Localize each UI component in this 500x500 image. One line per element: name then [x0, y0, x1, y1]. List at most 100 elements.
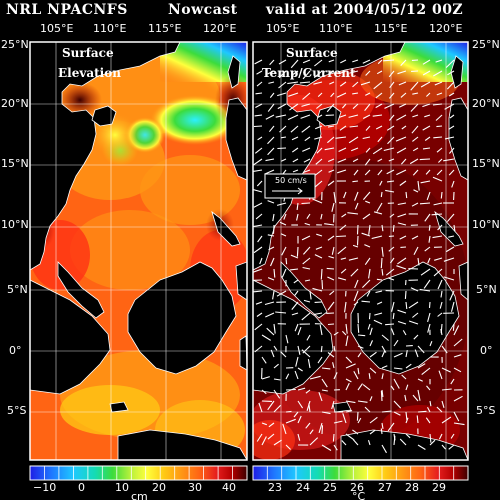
- lon-tick-right-115: 115°E: [374, 22, 408, 35]
- current-arrow: [400, 92, 407, 98]
- current-arrow: [253, 246, 263, 254]
- current-arrow: [411, 235, 419, 240]
- current-arrow: [341, 440, 347, 446]
- current-arrow: [337, 158, 347, 163]
- current-arrow: [395, 136, 407, 142]
- current-arrow: [357, 367, 360, 375]
- current-arrow: [272, 224, 275, 234]
- current-arrow: [333, 444, 338, 451]
- current-arrow: [327, 301, 335, 311]
- current-arrow: [348, 257, 359, 261]
- current-arrow: [255, 301, 263, 305]
- current-arrow: [340, 257, 347, 260]
- current-arrow: [381, 422, 384, 429]
- temp-tick-23: 23: [268, 481, 282, 494]
- current-arrow: [405, 417, 409, 424]
- current-arrow: [420, 81, 431, 88]
- current-arrow: [424, 136, 431, 141]
- current-arrow: [337, 169, 347, 174]
- current-arrow: [449, 114, 455, 119]
- current-arrow: [417, 389, 421, 401]
- current-arrow: [422, 147, 431, 150]
- current-arrow: [423, 279, 431, 289]
- current-arrow: [453, 224, 456, 232]
- current-arrow: [369, 367, 377, 374]
- current-arrow: [277, 147, 287, 150]
- current-arrow: [258, 402, 263, 413]
- current-arrow: [339, 81, 347, 87]
- current-arrow: [302, 147, 311, 152]
- current-arrow: [386, 169, 395, 175]
- lon-tick-left-105: 105°E: [40, 22, 74, 35]
- current-arrow: [344, 301, 347, 313]
- current-arrow: [267, 147, 275, 156]
- current-arrow: [405, 191, 408, 199]
- current-arrow: [377, 158, 383, 162]
- lat-tick-left-5n: 5°N: [7, 283, 28, 296]
- current-arrow: [324, 223, 335, 226]
- current-arrow: [365, 147, 371, 153]
- current-arrow: [352, 244, 359, 248]
- current-arrow: [331, 202, 335, 212]
- current-arrow: [438, 370, 443, 380]
- current-arrow: [345, 323, 348, 334]
- current-arrow: [261, 356, 267, 364]
- current-arrow: [303, 169, 311, 174]
- current-arrow: [428, 301, 431, 308]
- current-arrow: [317, 114, 323, 119]
- current-arrow: [267, 70, 275, 75]
- current-arrow: [345, 382, 350, 391]
- current-arrow: [290, 59, 299, 69]
- current-arrow: [305, 422, 311, 429]
- current-arrow: [339, 125, 347, 131]
- lat-tick-right-5s: 5°S: [476, 404, 496, 417]
- elev-tick-40: 40: [222, 481, 236, 494]
- current-arrow: [364, 257, 371, 266]
- current-arrow: [453, 338, 463, 347]
- current-arrow: [367, 440, 371, 446]
- current-arrow: [291, 70, 299, 76]
- current-arrow: [272, 213, 275, 222]
- current-arrow: [321, 367, 331, 370]
- forecast-kind: Nowcast: [168, 2, 238, 18]
- current-arrow: [399, 180, 407, 186]
- current-arrow: [376, 202, 383, 212]
- current-arrow: [267, 136, 275, 145]
- current-arrow: [297, 400, 304, 409]
- current-arrow: [302, 266, 311, 270]
- current-arrow: [285, 257, 288, 265]
- current-arrow: [364, 406, 371, 413]
- current-arrow: [331, 400, 335, 410]
- current-arrow: [411, 125, 419, 134]
- current-arrow: [297, 433, 301, 441]
- current-arrow: [397, 213, 407, 218]
- left-panel-title-line2: Elevation: [58, 66, 121, 80]
- current-arrow: [304, 136, 311, 142]
- current-arrow: [305, 389, 311, 394]
- current-arrow: [368, 312, 371, 320]
- current-arrow: [345, 378, 352, 383]
- temp-tick-26: 26: [350, 481, 364, 494]
- current-arrow: [361, 300, 371, 303]
- right-panel-title-line1: Surface: [286, 46, 338, 60]
- current-arrow: [265, 158, 275, 162]
- current-arrow: [437, 224, 443, 231]
- current-arrow: [314, 59, 323, 67]
- current-arrow: [448, 92, 455, 97]
- current-arrow: [287, 81, 299, 85]
- current-arrow: [408, 301, 419, 309]
- current-arrow: [313, 70, 323, 79]
- current-arrow: [445, 59, 455, 68]
- current-arrow: [364, 244, 371, 248]
- current-arrow: [256, 81, 263, 87]
- current-arrow: [445, 246, 455, 253]
- current-arrow: [327, 276, 335, 281]
- current-arrow: [350, 268, 359, 277]
- current-arrow: [320, 268, 323, 280]
- current-arrow: [290, 125, 299, 133]
- lat-tick-right-0: 0°: [480, 344, 493, 357]
- current-arrow: [301, 103, 311, 107]
- current-arrow: [341, 213, 347, 218]
- current-arrow: [436, 169, 443, 176]
- elev-tick-m10: −10: [33, 481, 57, 494]
